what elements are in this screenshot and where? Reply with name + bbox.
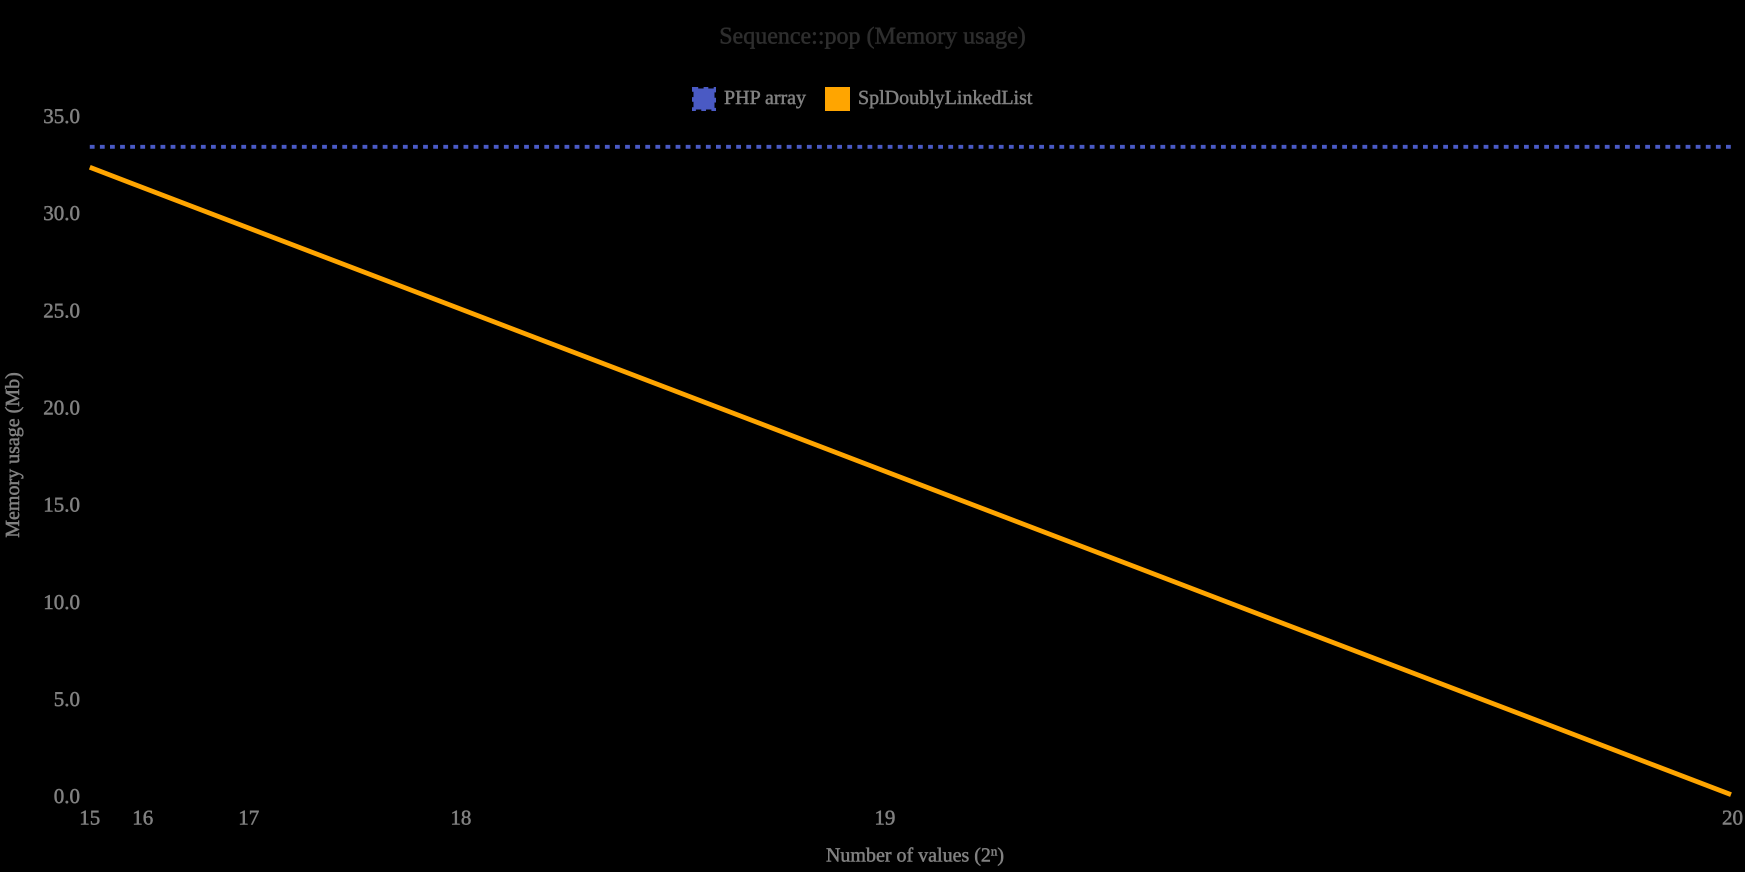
svg-text:20: 20: [1722, 806, 1743, 830]
svg-text:Number of values (2n): Number of values (2n): [826, 844, 1004, 867]
svg-text:30.0: 30.0: [43, 201, 80, 225]
svg-text:19: 19: [874, 806, 895, 830]
svg-text:0.0: 0.0: [54, 784, 80, 808]
svg-text:SplDoublyLinkedList: SplDoublyLinkedList: [858, 87, 1033, 109]
svg-text:10.0: 10.0: [43, 590, 80, 614]
svg-text:17: 17: [238, 806, 259, 830]
svg-text:18: 18: [450, 806, 471, 830]
svg-text:20.0: 20.0: [43, 396, 80, 420]
svg-text:Sequence::pop (Memory usage): Sequence::pop (Memory usage): [719, 24, 1026, 50]
svg-text:35.0: 35.0: [43, 104, 80, 128]
svg-text:PHP array: PHP array: [724, 87, 806, 109]
svg-text:15.0: 15.0: [43, 493, 80, 517]
svg-text:15: 15: [79, 806, 100, 830]
svg-text:Memory usage (Mb): Memory usage (Mb): [2, 372, 24, 538]
svg-text:25.0: 25.0: [43, 298, 80, 322]
svg-text:5.0: 5.0: [54, 687, 80, 711]
svg-text:16: 16: [132, 806, 153, 830]
